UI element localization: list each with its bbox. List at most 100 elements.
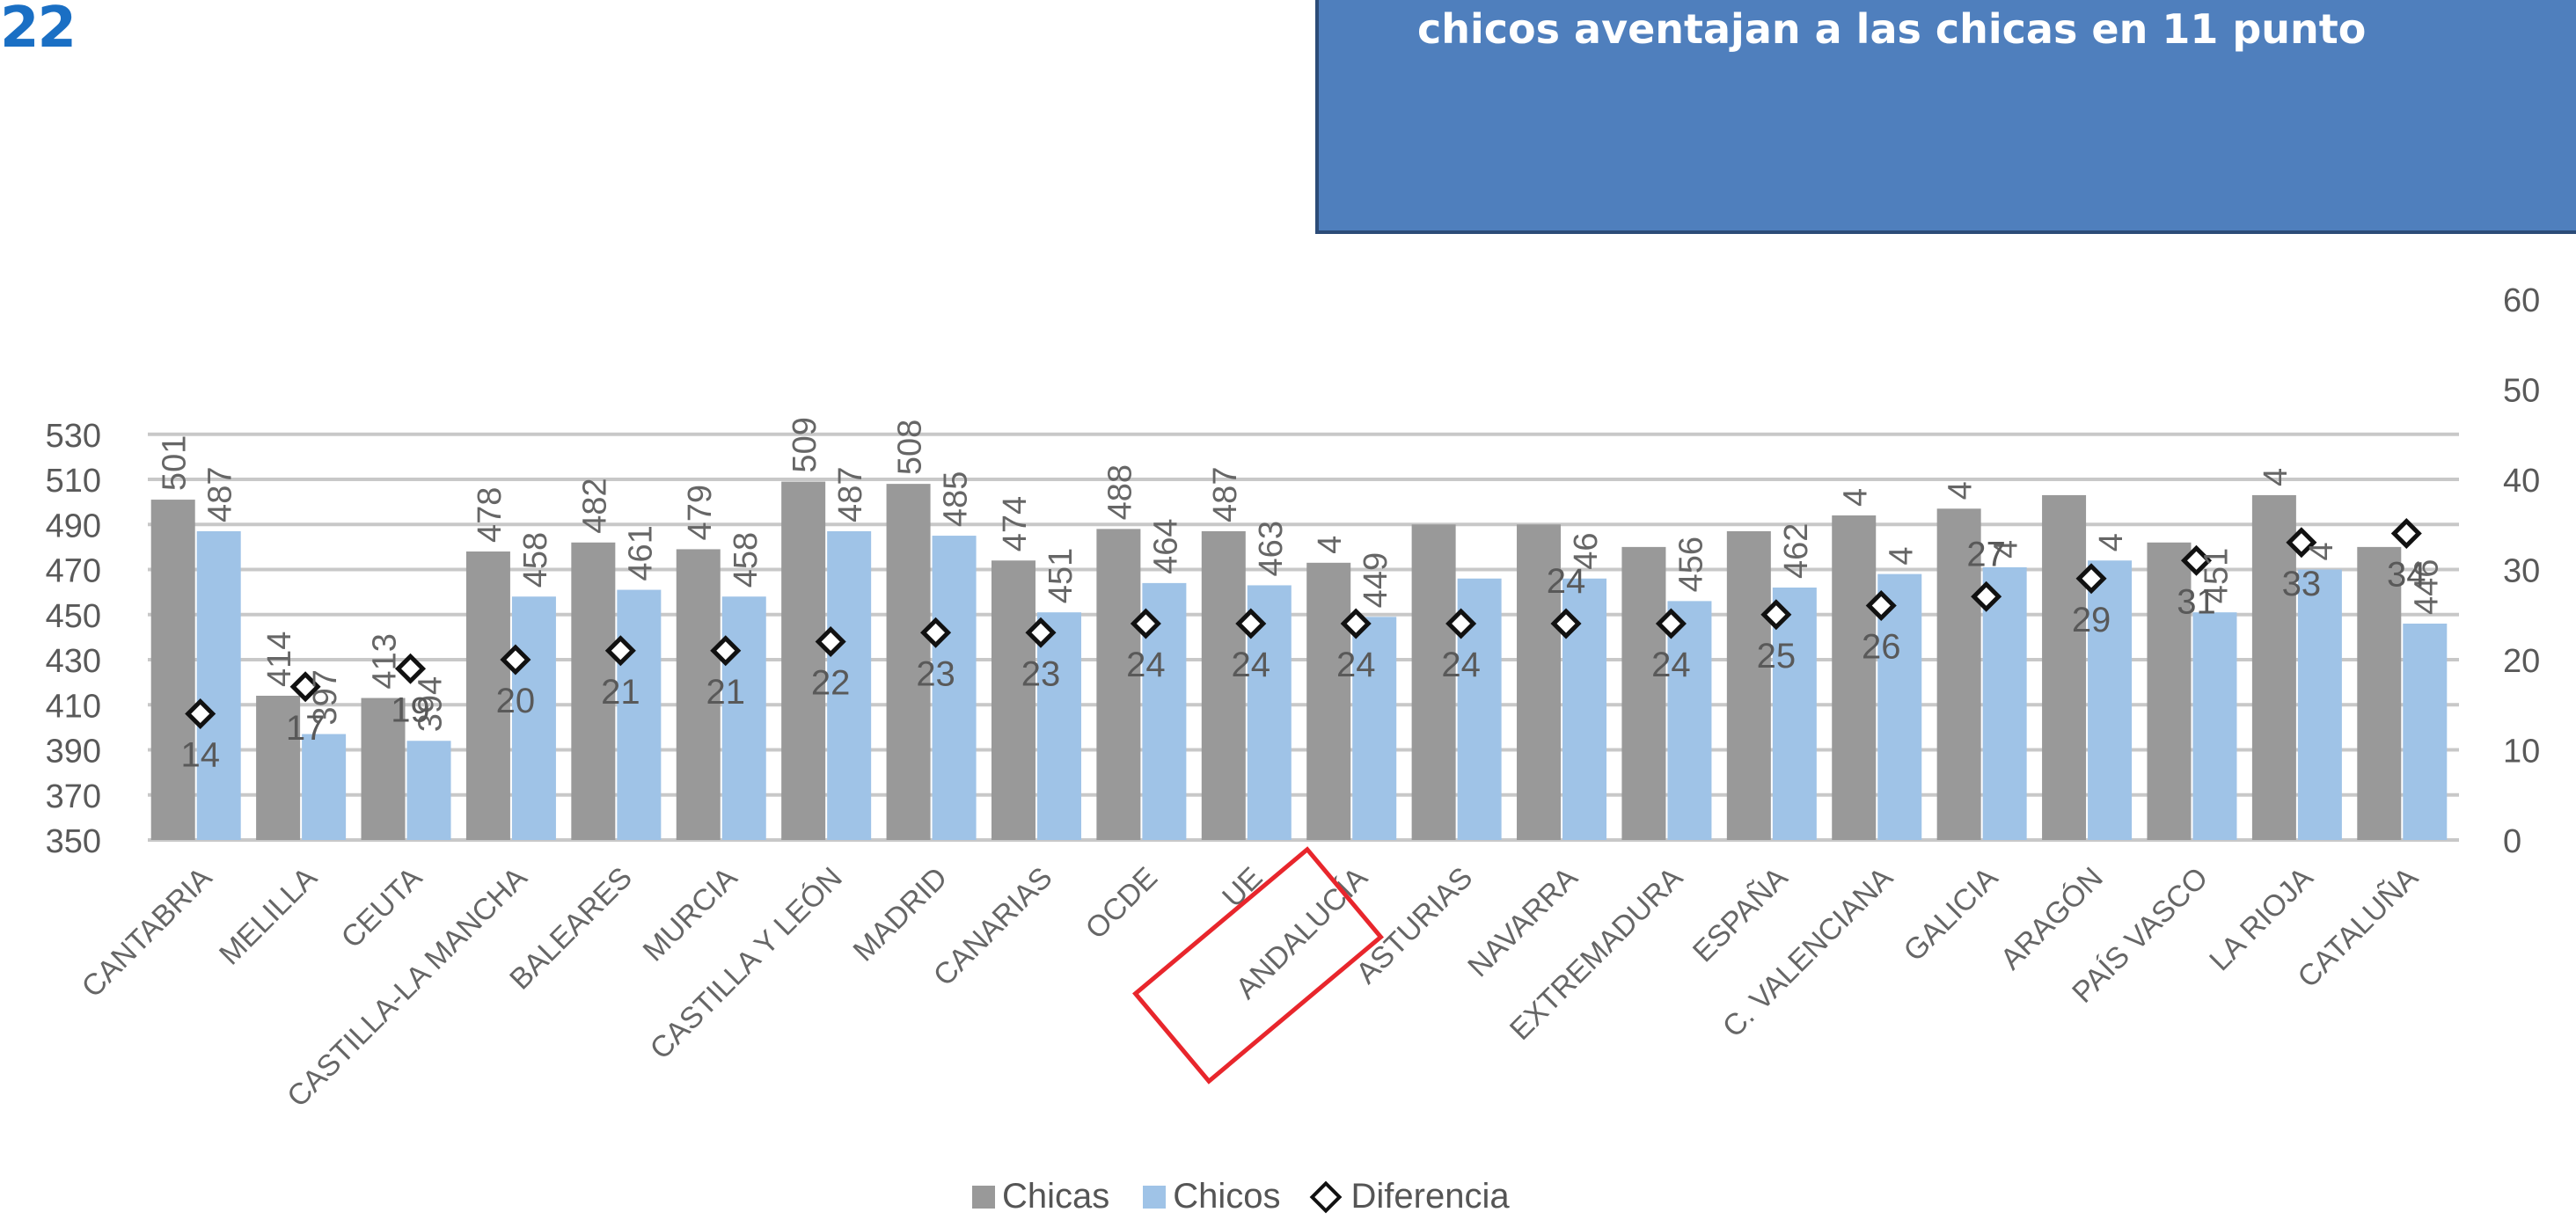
data-label-chicas: 4 [1837,488,1874,507]
diff-label: 29 [2072,601,2111,639]
diamond-marker [1760,599,1792,631]
y-axis-left-tick: 450 [46,598,101,635]
bar-chicas [1726,530,1771,840]
y-axis-right-tick: 20 [2503,643,2540,680]
callout-box: chicos aventajan a las chicas en 11 punt… [1315,0,2576,234]
diamond-marker [1445,608,1477,639]
diff-label: 26 [1862,628,1901,667]
data-label-chicos: 458 [728,532,765,588]
diamond-marker [1655,608,1687,639]
diamond-marker [920,617,952,648]
category-label: CANTABRIA [76,861,219,1004]
bar-chicas [1517,524,1562,840]
bar-chicas [465,551,510,840]
data-label-chicos: 4 [1883,546,1920,565]
diamond-marker [185,697,216,730]
data-label-chicos: 462 [1778,523,1815,579]
data-label-chicos: 4 [2303,542,2340,560]
legend-label-diferencia: Diferencia [1350,1177,1510,1216]
legend-swatch-chicos [1143,1185,1167,1209]
diamond-marker [1235,608,1267,639]
diff-label: 23 [916,654,955,693]
bar-chicas [991,560,1036,840]
bar-chicas [1936,508,1981,840]
bar-chicas [676,549,721,840]
y-axis-right-tick: 50 [2503,373,2540,410]
diamond-marker [2075,563,2107,595]
data-label-chicos: 451 [2198,548,2235,603]
diamond-marker [1865,589,1897,622]
data-label-chicos: 487 [202,467,239,522]
diamond-marker [1130,608,1161,639]
y-axis-right-tick: 40 [2503,463,2540,500]
legend-item-diferencia: Diferencia [1309,1177,1510,1216]
data-label-chicos: 46 [1568,532,1605,569]
category-label: MELILLA [213,861,324,972]
bar-chicas [781,481,826,840]
bar-chicos [1036,612,1081,840]
diff-label: 24 [1651,646,1691,684]
data-label-chicas: 509 [787,417,823,472]
bar-chicas [1621,546,1666,840]
category-label: CEUTA [335,861,429,955]
data-label-chicas: 474 [997,496,1034,551]
y-axis-right-tick: 30 [2503,553,2540,590]
legend-label-chicas: Chicas [1002,1177,1110,1216]
diff-label: 24 [1126,646,1166,684]
bar-chicos [1352,617,1397,840]
bar-chicas [1832,515,1877,840]
bar-chicos [827,530,872,840]
data-label-chicas: 478 [472,487,509,543]
data-label-chicos: 449 [1358,552,1394,608]
bar-chicos [1877,573,1922,840]
bar-chicos [2192,612,2237,840]
diamond-marker [2286,527,2317,559]
bar-chicas [2042,494,2087,840]
bar-chicos [2403,624,2448,840]
legend-item-chicas: Chicas [972,1177,1109,1216]
data-label-chicas: 508 [892,420,929,475]
y-axis-left-tick: 490 [46,508,101,544]
y-axis-left-tick: 470 [46,553,101,590]
category-label: MURCIA [637,861,744,968]
bar-chicas [1306,562,1351,840]
y-axis-left-tick: 510 [46,463,101,500]
page-number-badge: 22 [0,0,77,61]
diamond-marker [500,644,531,676]
data-label-chicos: 461 [622,525,659,581]
data-label-chicos: 4 [1988,540,2025,559]
diff-label: 31 [2177,582,2216,621]
y-axis-right-tick: 60 [2503,282,2540,319]
diff-label: 24 [1232,646,1271,684]
data-label-chicas: 482 [576,478,613,533]
diamond-marker [1550,608,1582,639]
y-axis-right-tick: 0 [2503,823,2521,860]
data-label-chicos: 456 [1672,537,1709,592]
bar-chicas [571,542,616,840]
data-label-chicos: 487 [832,467,869,522]
legend-item-chicos: Chicos [1143,1177,1281,1216]
y-axis-right-tick: 10 [2503,734,2540,771]
category-label: CASTILLA Y LEÓN [644,861,849,1066]
diamond-marker [1025,617,1057,648]
bar-chicas [1411,524,1456,840]
data-label-chicas: 488 [1101,464,1138,520]
diamond-marker [604,635,636,667]
diff-label: 34 [2387,556,2426,595]
category-label: EXTREMADURA [1504,861,1689,1047]
category-label: OCDE [1079,861,1164,946]
bar-chicas [361,697,406,840]
legend: Chicas Chicos Diferencia [972,1177,1543,1216]
data-label-chicas: 4 [1312,536,1349,554]
diff-label: 24 [1547,562,1586,601]
bar-chicos [406,741,451,840]
diamond-marker [2390,517,2422,550]
data-label-chicas: 501 [157,435,194,491]
data-label-chicos: 446 [2408,559,2445,615]
bar-chicas [150,500,195,840]
bar-chicas [2251,494,2296,840]
diff-label: 24 [1441,646,1481,684]
diamond-marker [815,625,846,658]
category-label: ESPAÑA [1687,861,1795,969]
bar-chicos [302,734,347,840]
